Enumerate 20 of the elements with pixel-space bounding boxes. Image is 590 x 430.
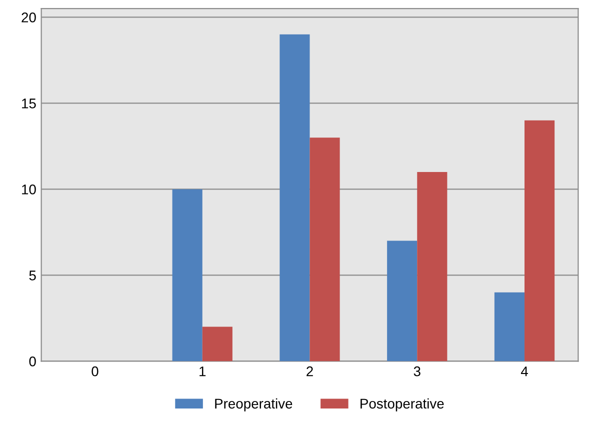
bar	[310, 138, 340, 362]
bar	[387, 240, 418, 362]
y-tick-label: 0	[29, 356, 36, 366]
bar	[172, 189, 202, 362]
x-tick-label: 4	[520, 366, 528, 376]
bar	[494, 292, 525, 362]
bar	[280, 34, 310, 362]
bar	[524, 120, 555, 362]
legend-label: Postoperative	[360, 398, 444, 412]
x-tick-label: 1	[200, 366, 206, 376]
y-tick-label: 15	[22, 98, 36, 108]
y-tick-label: 10	[22, 184, 36, 194]
legend-label: Preoperative	[215, 398, 292, 412]
x-tick-label: 0	[92, 366, 98, 376]
x-tick-label: 2	[306, 366, 313, 376]
y-tick-label: 5	[29, 270, 36, 280]
y-tick-label: 20	[22, 12, 36, 22]
x-tick-label: 3	[414, 366, 420, 376]
bar	[417, 172, 448, 362]
bar	[202, 326, 232, 362]
